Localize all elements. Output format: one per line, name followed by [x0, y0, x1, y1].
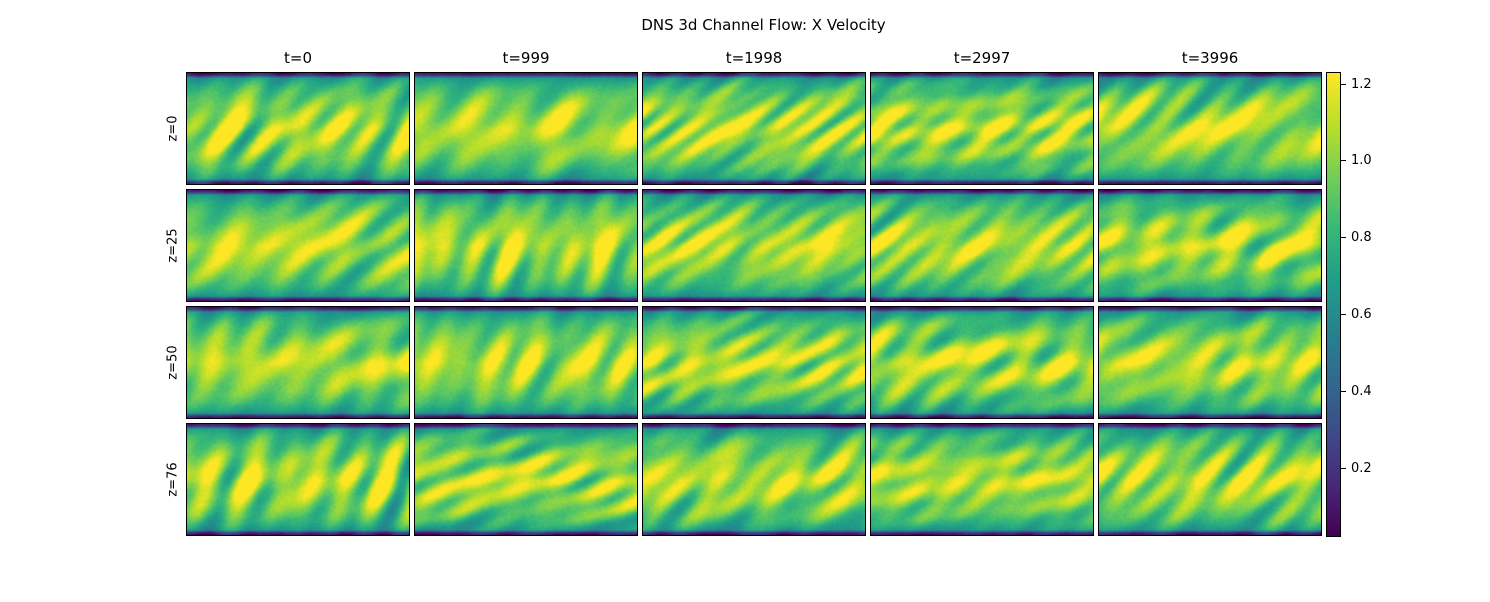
heatmap-panel: [186, 189, 410, 302]
colorbar-tick: [1341, 391, 1346, 392]
heatmap-cell: [187, 424, 409, 535]
heatmap-panel: [414, 306, 638, 419]
heatmap-panel: [642, 189, 866, 302]
heatmap-panel: [870, 189, 1094, 302]
heatmap-panel: [414, 72, 638, 185]
heatmap-panel: [870, 72, 1094, 185]
heatmap-cell: [415, 190, 637, 301]
colorbar-tick: [1341, 468, 1346, 469]
colorbar-tick-label: 0.6: [1351, 307, 1372, 322]
heatmap-cell: [187, 307, 409, 418]
heatmap-cell: [871, 424, 1093, 535]
column-title: t=3996: [1181, 49, 1239, 67]
row-label: z=50: [165, 344, 181, 380]
colorbar-tick-label: 1.2: [1351, 77, 1372, 92]
colorbar-tick-label: 0.2: [1351, 461, 1372, 476]
heatmap-panel: [870, 423, 1094, 536]
heatmap-cell: [415, 307, 637, 418]
heatmap-panel: [642, 72, 866, 185]
heatmap-panel: [186, 72, 410, 185]
heatmap-cell: [187, 73, 409, 184]
colorbar-tick-label: 1.0: [1351, 153, 1372, 168]
heatmap-cell: [643, 190, 865, 301]
heatmap-panel: [642, 306, 866, 419]
heatmap-panel: [1098, 423, 1322, 536]
heatmap-cell: [1099, 424, 1321, 535]
colorbar-tick: [1341, 160, 1346, 161]
column-title: t=0: [284, 49, 312, 67]
heatmap-cell: [1099, 73, 1321, 184]
heatmap-panel: [414, 423, 638, 536]
colorbar-tick-label: 0.8: [1351, 230, 1372, 245]
heatmap-panel: [1098, 72, 1322, 185]
chart-title: DNS 3d Channel Flow: X Velocity: [641, 16, 886, 34]
heatmap-cell: [415, 424, 637, 535]
row-label: z=76: [165, 461, 181, 497]
colorbar-tick: [1341, 314, 1346, 315]
heatmap-cell: [415, 73, 637, 184]
column-title: t=999: [502, 49, 550, 67]
heatmap-panel: [1098, 306, 1322, 419]
heatmap-cell: [643, 307, 865, 418]
row-label: z=0: [165, 115, 181, 141]
colorbar-tick-label: 0.4: [1351, 384, 1372, 399]
heatmap-cell: [871, 190, 1093, 301]
heatmap-panel: [1098, 189, 1322, 302]
heatmap-cell: [871, 73, 1093, 184]
heatmap-cell: [1099, 307, 1321, 418]
heatmap-cell: [643, 73, 865, 184]
heatmap-panel: [414, 189, 638, 302]
heatmap-cell: [187, 190, 409, 301]
heatmap-panel: [642, 423, 866, 536]
heatmap-panel: [870, 306, 1094, 419]
heatmap-panel: [186, 423, 410, 536]
colorbar-tick: [1341, 237, 1346, 238]
heatmap-cell: [643, 424, 865, 535]
heatmap-panel: [186, 306, 410, 419]
colorbar: [1326, 72, 1341, 537]
heatmap-cell: [1099, 190, 1321, 301]
row-label: z=25: [165, 227, 181, 263]
column-title: t=2997: [953, 49, 1011, 67]
colorbar-tick: [1341, 84, 1346, 85]
heatmap-cell: [871, 307, 1093, 418]
column-title: t=1998: [725, 49, 783, 67]
